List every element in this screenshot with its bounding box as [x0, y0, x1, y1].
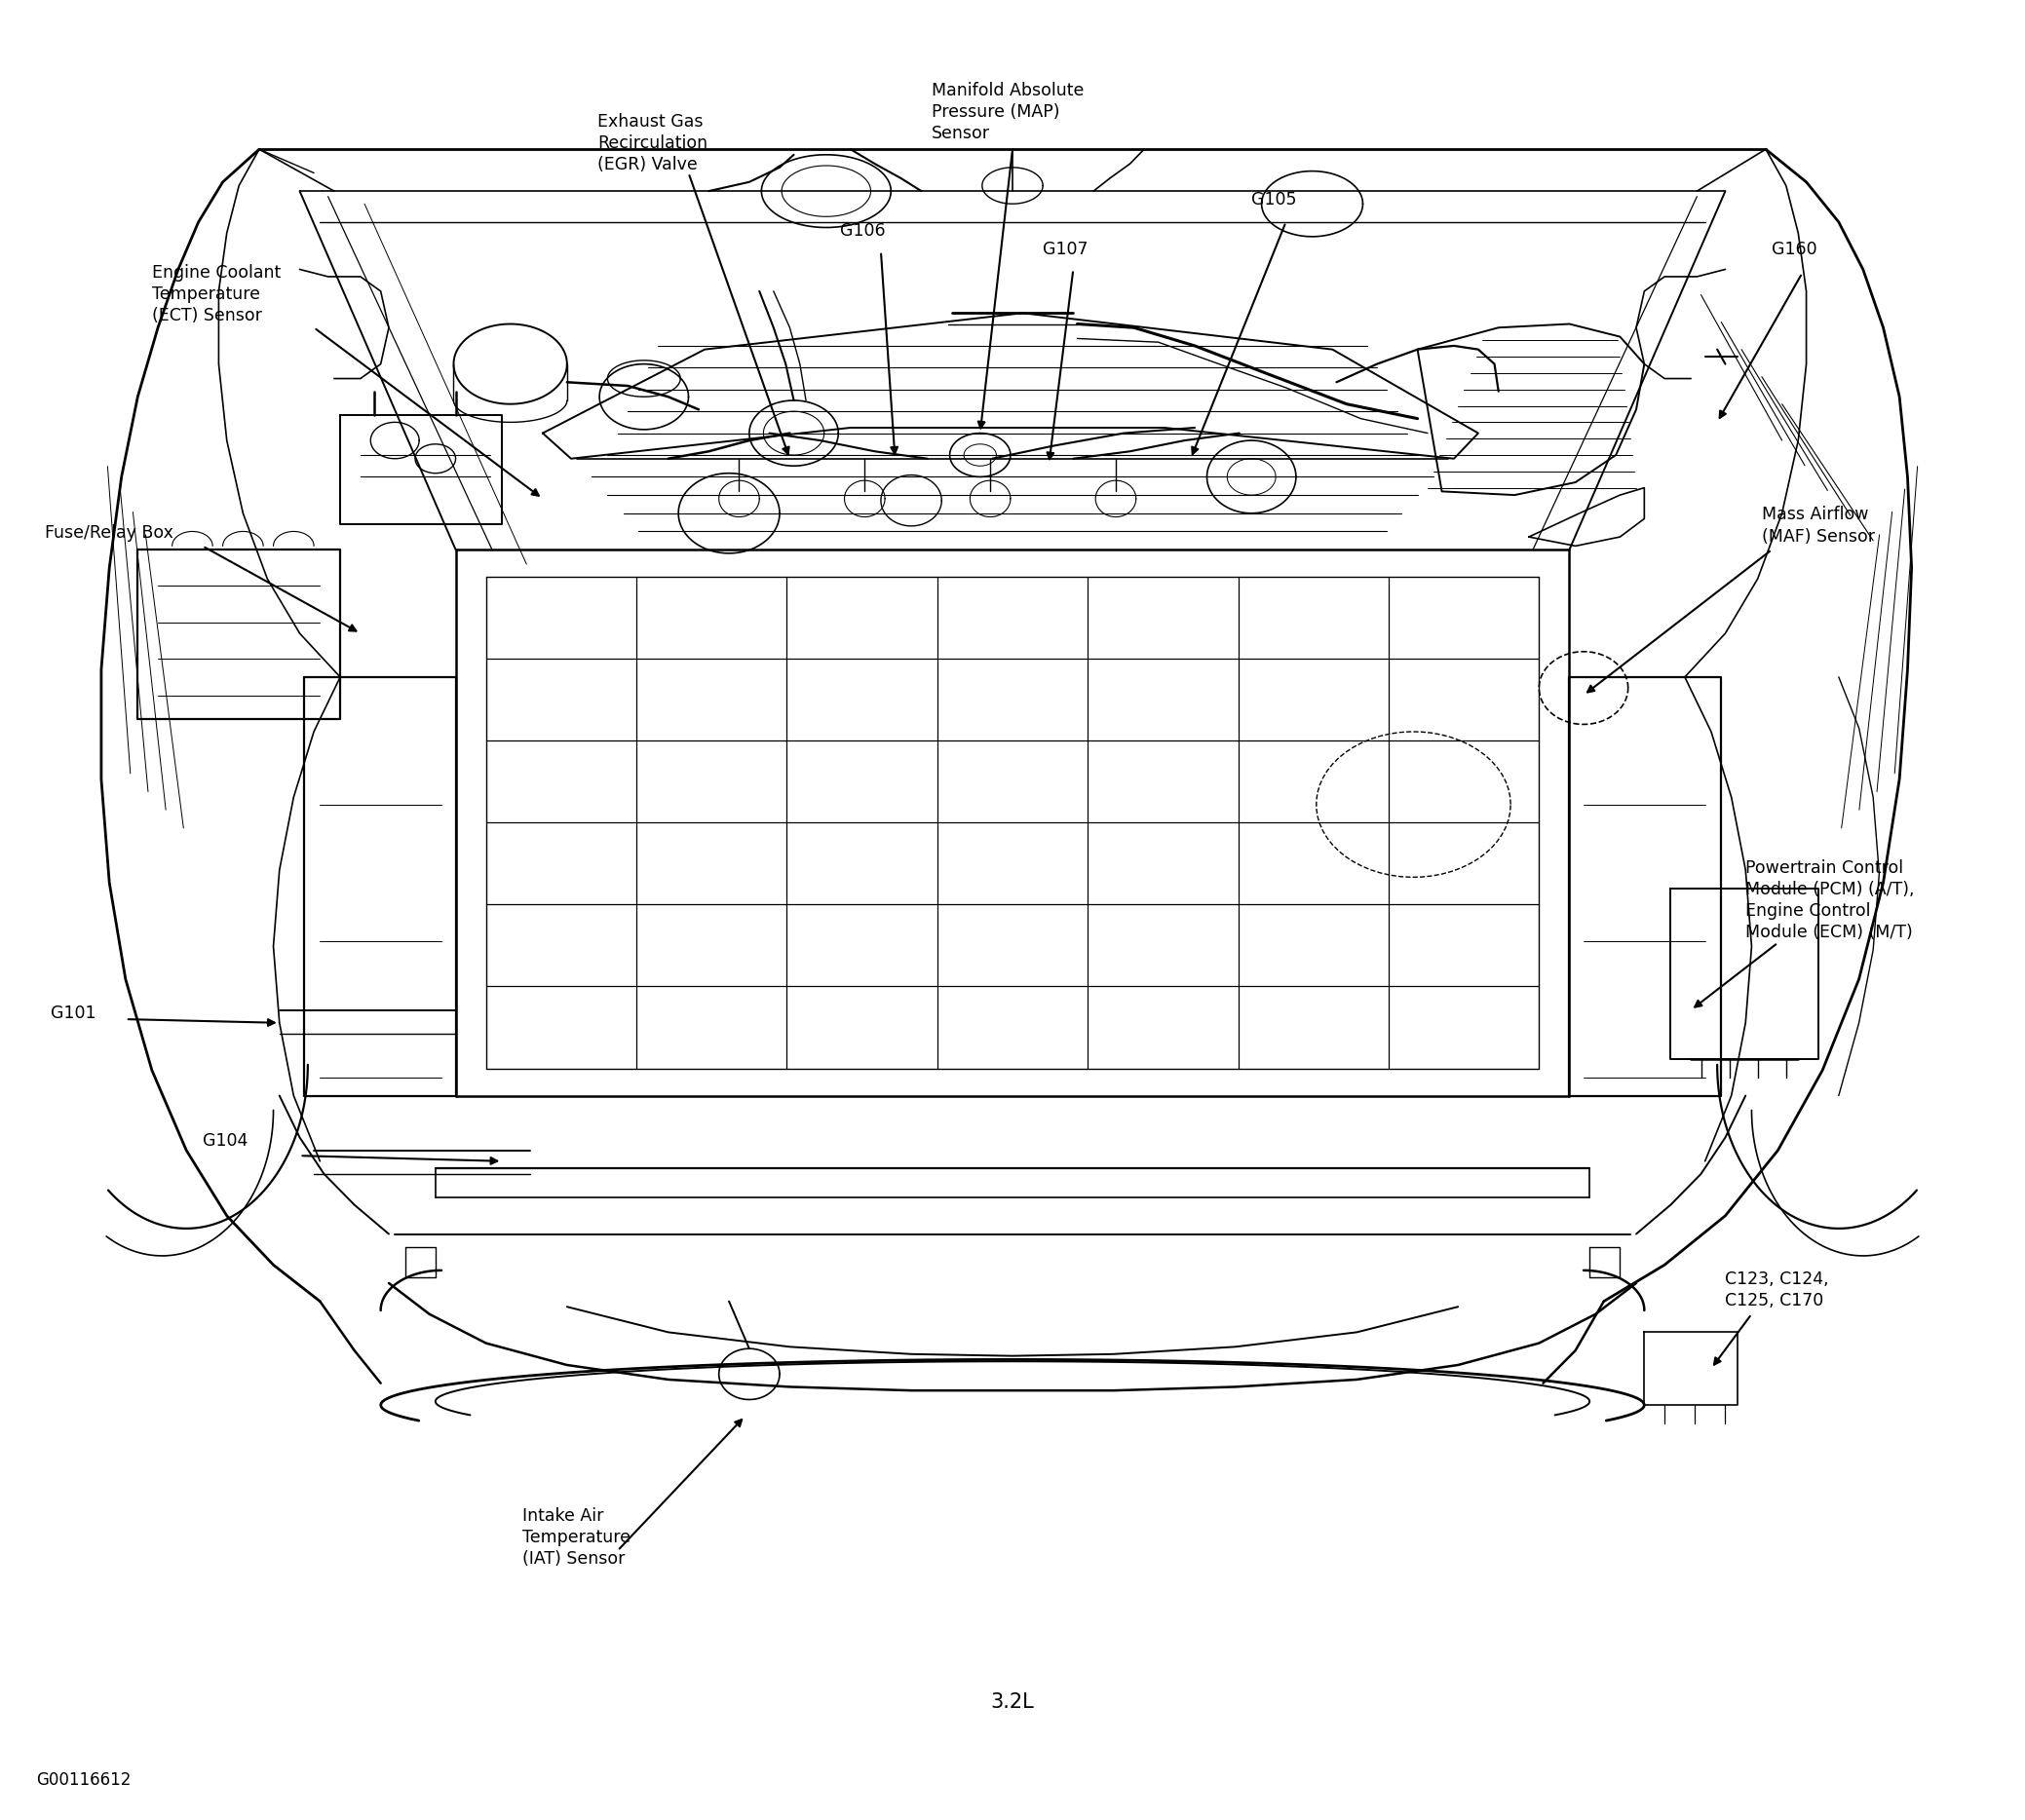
Text: Intake Air
Temperature
(IAT) Sensor: Intake Air Temperature (IAT) Sensor [522, 1507, 630, 1567]
Text: G00116612: G00116612 [36, 1771, 132, 1789]
Text: Powertrain Control
Module (PCM) (A/T),
Engine Control
Module (ECM) (M/T): Powertrain Control Module (PCM) (A/T), E… [1746, 859, 1914, 941]
Text: Mass Airflow
(MAF) Sensor: Mass Airflow (MAF) Sensor [1762, 506, 1875, 546]
Text: C123, C124,
C125, C170: C123, C124, C125, C170 [1725, 1270, 1829, 1310]
Text: G105: G105 [1251, 191, 1296, 209]
Text: G106: G106 [840, 222, 885, 240]
Text: G101: G101 [51, 1005, 95, 1023]
Text: Fuse/Relay Box: Fuse/Relay Box [45, 524, 172, 542]
Text: G107: G107 [1043, 240, 1087, 258]
Text: Exhaust Gas
Recirculation
(EGR) Valve: Exhaust Gas Recirculation (EGR) Valve [597, 113, 707, 173]
Text: G160: G160 [1772, 240, 1816, 258]
Text: Manifold Absolute
Pressure (MAP)
Sensor: Manifold Absolute Pressure (MAP) Sensor [932, 82, 1083, 142]
Text: 3.2L: 3.2L [990, 1693, 1035, 1711]
Text: G104: G104 [203, 1132, 247, 1150]
Text: Engine Coolant
Temperature
(ECT) Sensor: Engine Coolant Temperature (ECT) Sensor [152, 264, 281, 324]
